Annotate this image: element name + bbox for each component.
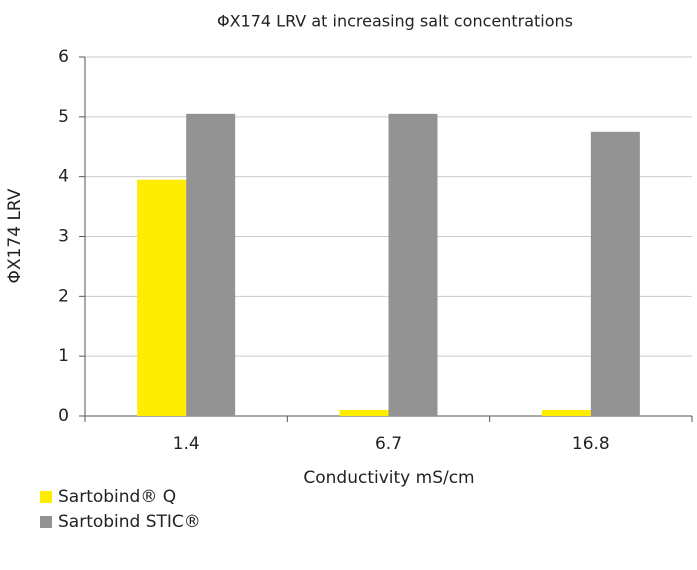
y-axis-label: ΦX174 LRV	[5, 188, 25, 283]
bar	[137, 179, 187, 416]
x-tick-label: 6.7	[375, 434, 402, 454]
y-tick-label: 2	[58, 286, 69, 306]
legend-swatch	[40, 491, 52, 503]
bar	[388, 113, 438, 416]
y-tick-label: 5	[58, 107, 69, 127]
legend-label: Sartobind STIC®	[58, 512, 201, 532]
y-tick-label: 4	[58, 167, 69, 187]
y-tick-label: 6	[58, 47, 69, 67]
x-tick-label: 1.4	[173, 434, 200, 454]
bar	[541, 410, 591, 416]
chart-title: ΦX174 LRV at increasing salt concentrati…	[217, 12, 573, 31]
legend-label: Sartobind® Q	[58, 487, 176, 507]
y-tick-label: 0	[58, 406, 69, 426]
y-tick-label: 3	[58, 227, 69, 247]
bar	[186, 113, 236, 416]
x-tick-label: 16.8	[572, 434, 610, 454]
x-axis-label: Conductivity mS/cm	[303, 468, 474, 488]
bar	[590, 131, 640, 416]
bar	[339, 410, 389, 416]
y-tick-label: 1	[58, 346, 69, 366]
legend-swatch	[40, 516, 52, 528]
